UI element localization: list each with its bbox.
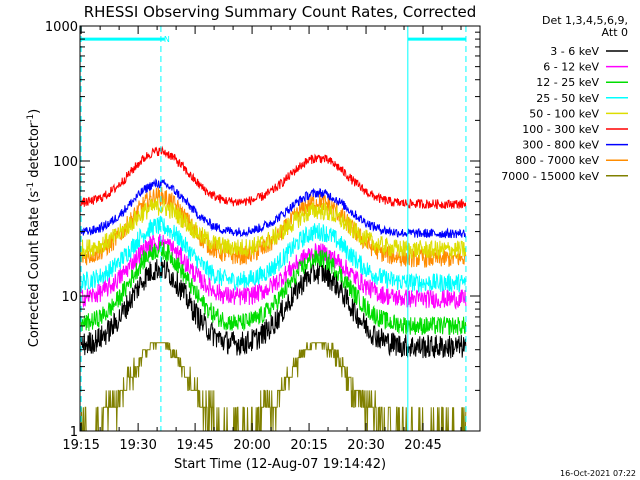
legend-header-line: Att 0 (602, 26, 628, 39)
x-axis-label: Start Time (12-Aug-07 19:14:42) (174, 457, 386, 472)
y-axis-label-main: Corrected Count Rate (s (27, 191, 42, 348)
series-line (80, 187, 467, 268)
x-tick-label: 19:30 (119, 438, 156, 453)
plot-frame (79, 25, 481, 432)
legend-header: Det 1,3,4,5,6,9,Att 0 (542, 14, 628, 39)
legend-label: 12 - 25 keV (536, 76, 599, 89)
series-line (80, 215, 467, 293)
footer-timestamp: 16-Oct-2021 07:22 (560, 469, 636, 478)
x-tick-label: 19:45 (176, 438, 213, 453)
legend-label: 50 - 100 keV (529, 107, 599, 120)
chart-title: RHESSI Observing Summary Count Rates, Co… (84, 3, 477, 21)
legend-label: 3 - 6 keV (550, 45, 599, 58)
legend-label: 100 - 300 keV (522, 123, 599, 136)
y-axis-label-sup1: -1 (26, 182, 36, 191)
legend-label: 25 - 50 keV (536, 92, 599, 105)
series-line (80, 257, 467, 359)
legend-label: 6 - 12 keV (543, 61, 599, 74)
legend-label: 800 - 7000 keV (515, 154, 599, 167)
x-tick-label: 20:15 (290, 438, 327, 453)
x-tick-label: 19:15 (62, 438, 99, 453)
legend-header-line: Det 1,3,4,5,6,9, (542, 14, 628, 27)
legend: 3 - 6 keV 6 - 12 keV 12 - 25 keV 25 - 50 ke… (501, 45, 628, 183)
y-axis: 1 10 100 1000 (45, 20, 480, 440)
time-marker-layer: N (80, 26, 467, 431)
night-label: N (164, 35, 170, 44)
y-axis-label-mid: detector (27, 122, 42, 182)
y-tick-label: 100 (53, 155, 78, 170)
series-line (80, 240, 467, 336)
x-tick-label: 20:30 (347, 438, 384, 453)
y-tick-label: 1 (70, 425, 78, 440)
series-layer (80, 145, 467, 432)
x-tick-label: 20:00 (233, 438, 270, 453)
x-tick-label: 20:45 (404, 438, 441, 453)
series-line (80, 145, 467, 210)
y-axis-label: Corrected Count Rate (s-1 detector-1) (26, 109, 42, 347)
x-axis: 19:15 19:30 19:45 20:00 20:15 20:30 20:45 (62, 26, 462, 453)
y-tick-label: 10 (61, 290, 78, 305)
y-axis-label-end: ) (27, 109, 42, 114)
series-line (80, 197, 467, 260)
y-axis-label-sup2: -1 (26, 114, 36, 123)
legend-label: 300 - 800 keV (522, 139, 599, 152)
series-line (80, 178, 467, 239)
legend-label: 7000 - 15000 keV (501, 170, 599, 183)
y-tick-label: 1000 (45, 20, 78, 35)
series-line (80, 233, 467, 310)
